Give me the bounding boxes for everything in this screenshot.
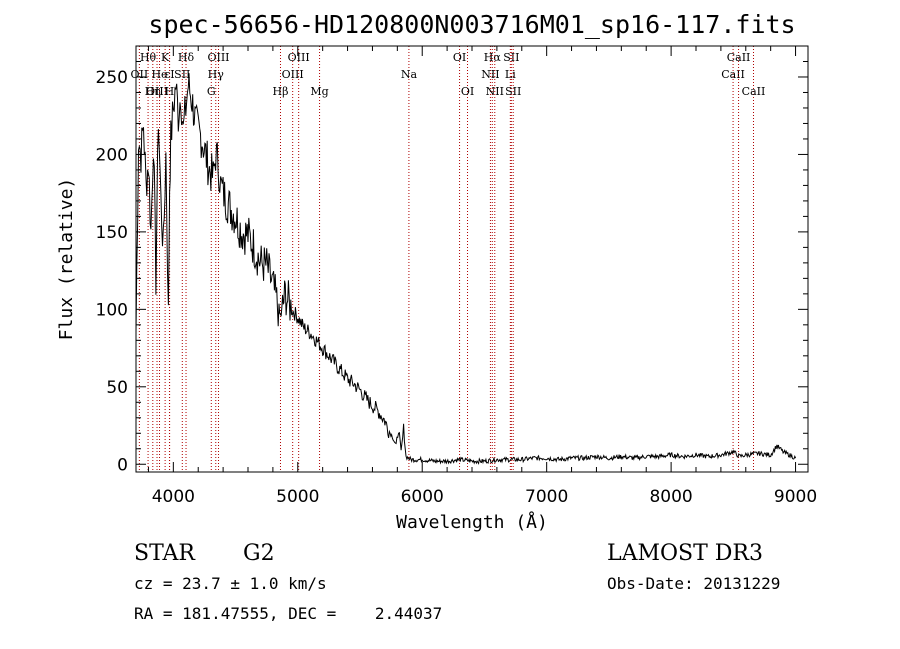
object-type: STAR: [134, 541, 196, 566]
spectral-line-label: OIII: [282, 68, 304, 81]
x-tick-label: 8000: [649, 487, 692, 507]
survey-name: LAMOST DR3: [607, 541, 763, 566]
x-axis-label: Wavelength (Å): [396, 511, 548, 533]
spectral-line-markers: HθOIIOIIIHηHeKHεIHδSIIOIIIHγGHβOIIIOIIIM…: [131, 46, 766, 472]
spectral-line-label: NII: [481, 68, 499, 81]
spectrum-line: [135, 73, 797, 465]
subclass: G2: [243, 541, 275, 566]
plot-frame: [135, 45, 809, 473]
spectral-line-label: G: [207, 85, 216, 98]
spectral-line-label: OI: [461, 85, 474, 98]
spectral-line-label: NII: [486, 85, 504, 98]
spectral-line-label: OIII: [207, 51, 229, 64]
x-tick-label: 5000: [276, 487, 319, 507]
y-tick-label: 150: [96, 223, 128, 243]
spectral-line-label: Mg: [310, 85, 328, 98]
x-tick-label: 7000: [525, 487, 568, 507]
spectral-line-label: εI: [165, 68, 175, 81]
spectral-line-label: Hα: [484, 51, 502, 64]
observation-date: Obs-Date: 20131229: [607, 574, 780, 593]
redshift-cz: cz = 23.7 ± 1.0 km/s: [134, 574, 327, 593]
y-axis-ticks: 0 50 100 150 200 250: [96, 60, 808, 475]
x-axis-ticks: 4000 5000 6000 7000 8000 9000: [147, 46, 817, 507]
spectral-line-label: Hη: [145, 85, 161, 98]
x-tick-label: 4000: [152, 487, 195, 507]
spectral-line-label: Hθ: [140, 51, 157, 64]
spectral-line-label: K: [161, 51, 170, 64]
ra-dec: RA = 181.47555, DEC = 2.44037: [134, 604, 442, 623]
spectral-line-label: CaII: [727, 51, 751, 64]
y-tick-label: 100: [96, 300, 128, 320]
chart-title: spec-56656-HD120800N003716M01_sp16-117.f…: [148, 10, 795, 39]
spectral-line-label: Li: [505, 68, 516, 81]
spectral-line-label: CaII: [742, 85, 766, 98]
y-tick-label: 0: [117, 455, 128, 475]
spectral-line-label: SII: [505, 85, 521, 98]
spectral-line-label: OIII: [288, 51, 310, 64]
y-tick-label: 50: [106, 378, 128, 398]
spectral-line-label: CaII: [721, 68, 745, 81]
spectral-line-label: SII: [174, 68, 190, 81]
x-tick-label: 9000: [774, 487, 817, 507]
y-tick-label: 200: [96, 145, 128, 165]
spectral-line-label: Na: [401, 68, 418, 81]
spectral-line-label: OII: [131, 68, 149, 81]
x-tick-label: 6000: [401, 487, 444, 507]
spectral-line-label: OIII: [146, 85, 168, 98]
y-tick-label: 250: [96, 68, 128, 88]
spectral-line-label: SII: [503, 51, 519, 64]
spectral-line-label: Hβ: [273, 85, 289, 98]
spectral-line-label: Hγ: [208, 68, 225, 81]
spectral-line-label: He: [151, 68, 167, 81]
y-axis-label: Flux (relative): [56, 178, 77, 341]
spectral-line-label: Hδ: [178, 51, 195, 64]
spectral-line-label: OI: [453, 51, 466, 64]
